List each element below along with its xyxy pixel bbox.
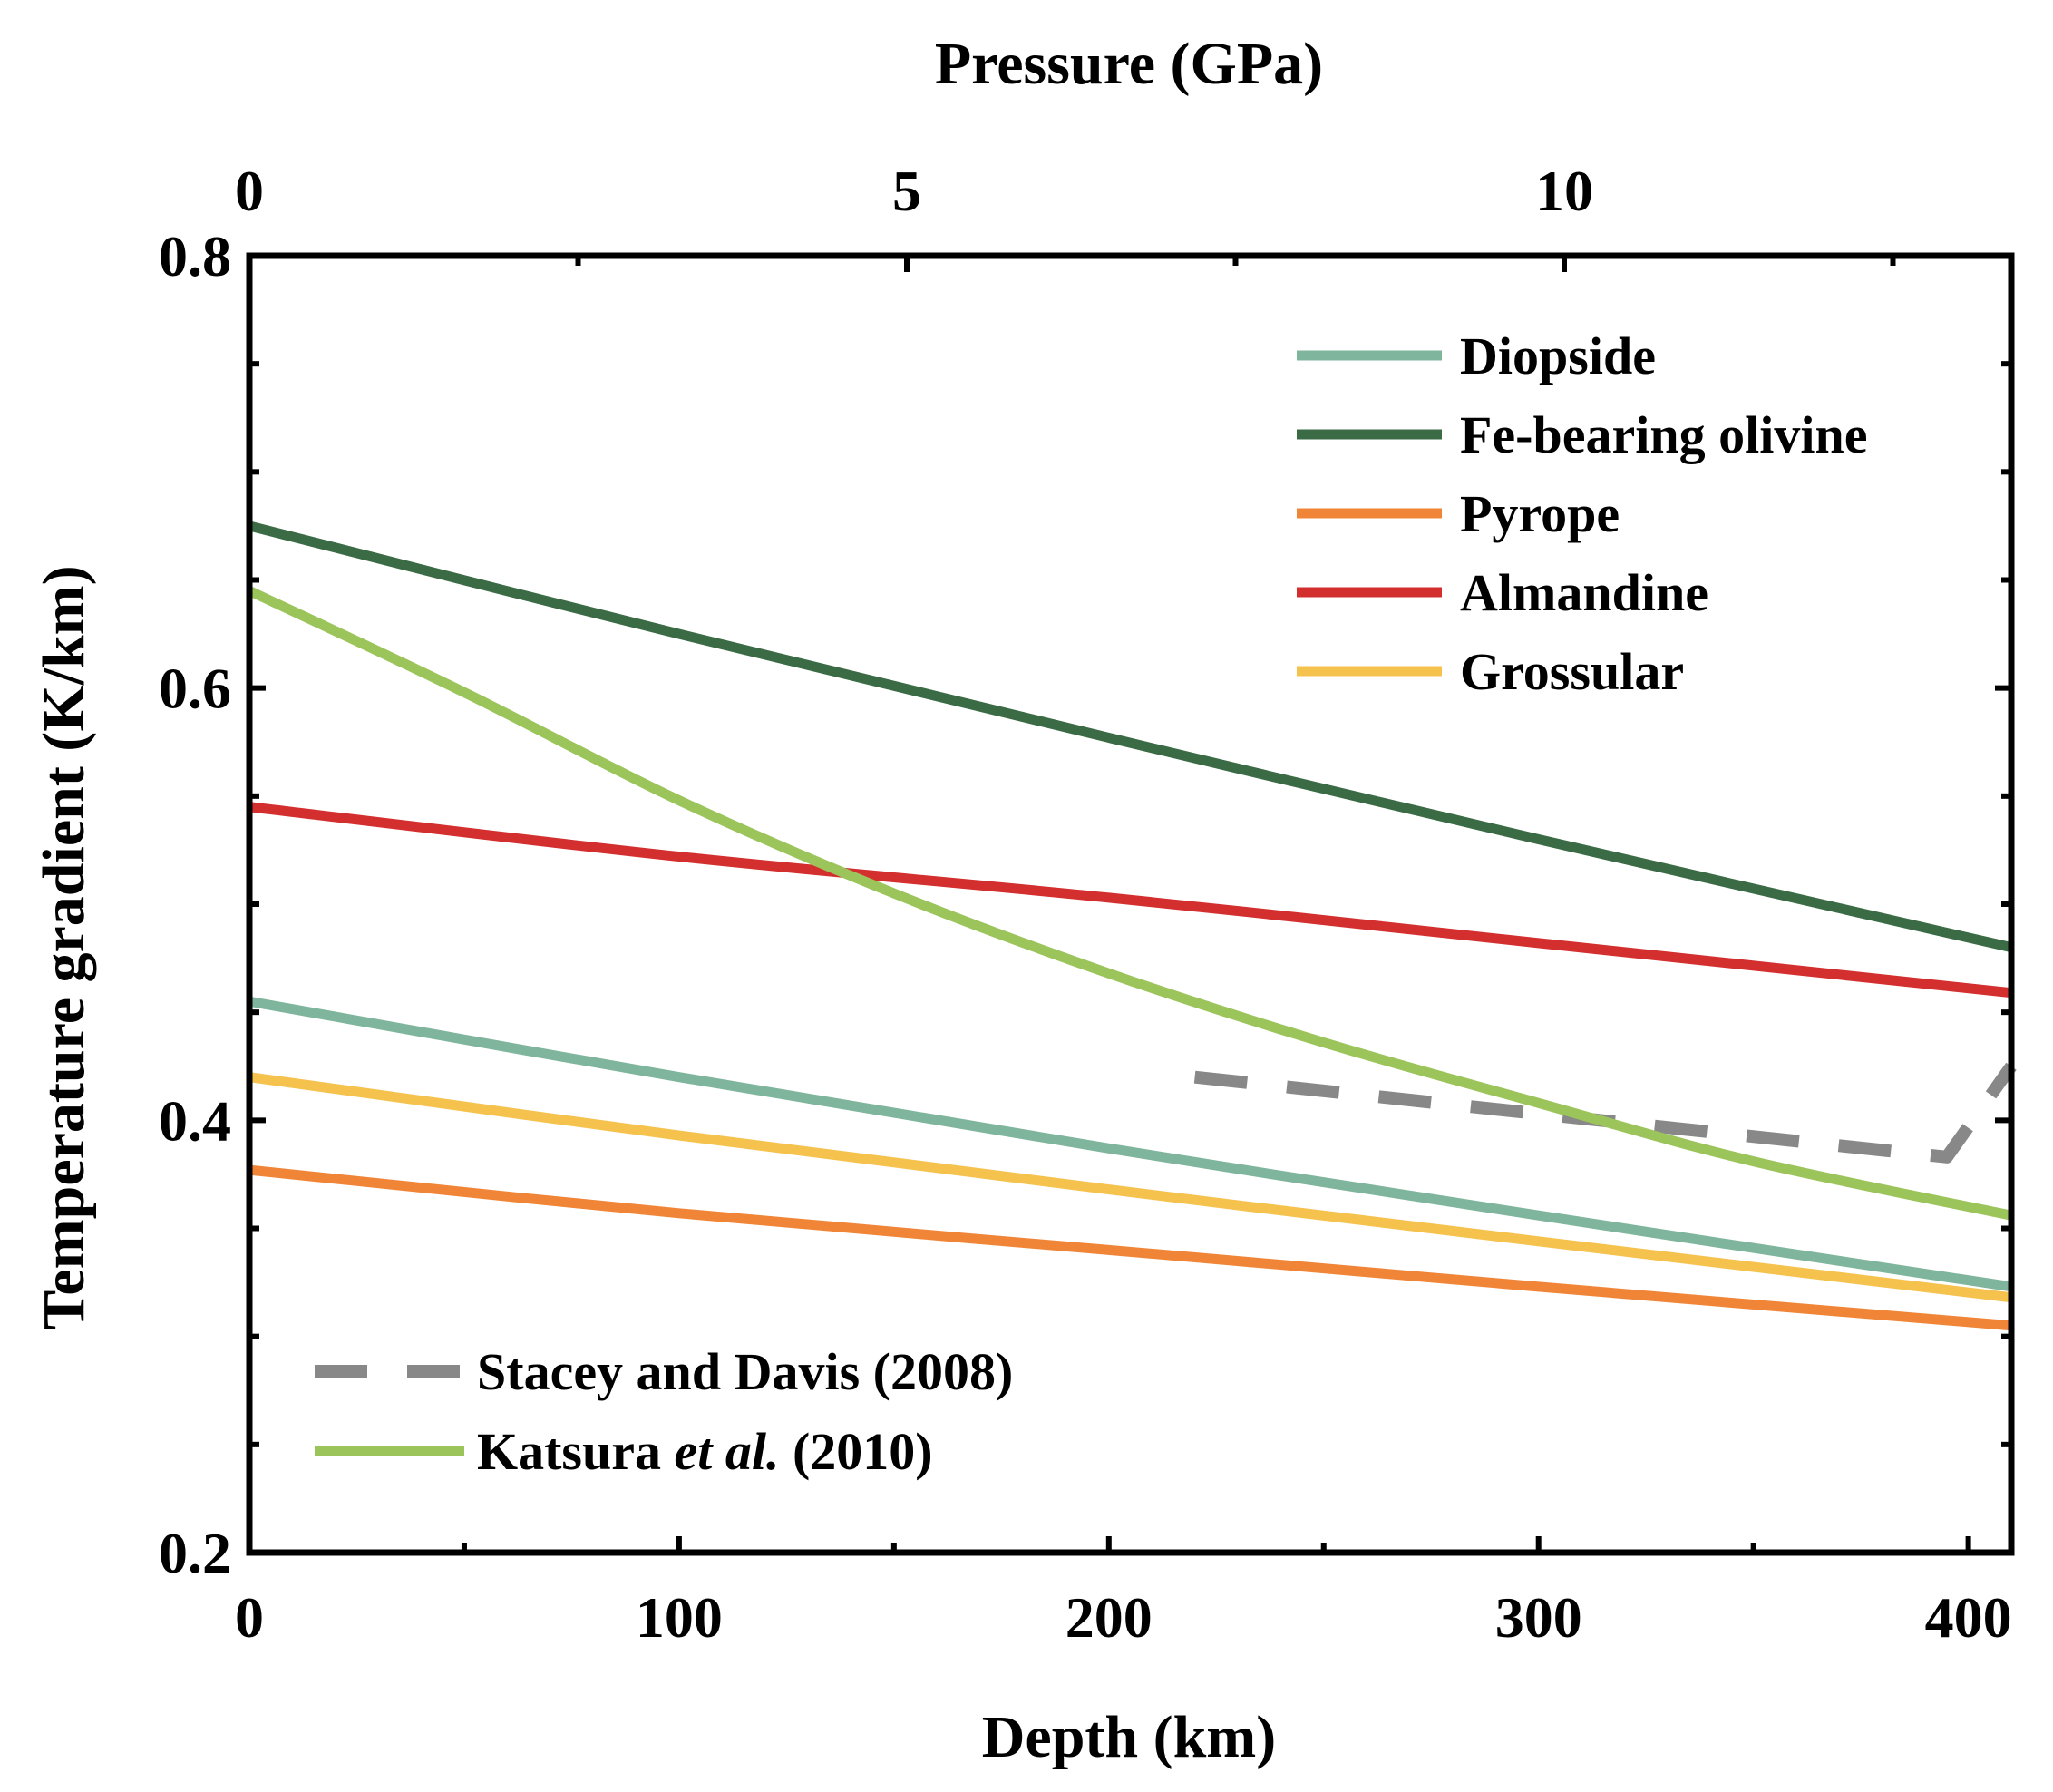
legend-label-fe-bearing-olivine: Fe-bearing olivine [1460, 405, 1867, 464]
series-line-stacey-and-davis-2008 [1193, 1062, 2017, 1164]
series-line-almandine [248, 802, 2012, 998]
legend-label-grossular: Grossular [1460, 642, 1684, 701]
x-tick-label: 200 [1065, 1585, 1153, 1650]
x2-tick-label: 5 [892, 159, 921, 223]
temperature-gradient-axis-title: Temperature gradient (K/km) [31, 565, 97, 1329]
series-line-diopside [248, 996, 2012, 1292]
depth-axis-title: Depth (km) [982, 1704, 1277, 1770]
legend-label-diopside: Diopside [1460, 326, 1656, 385]
x2-tick-label: 10 [1535, 159, 1593, 223]
legend-label-katsura-et-al-2010: Katsura et al. (2010) [477, 1422, 933, 1481]
x-tick-label: 400 [1925, 1585, 2012, 1650]
series-line-grossular [248, 1072, 2012, 1303]
plot-frame [246, 252, 2015, 1556]
x2-tick-label: 0 [235, 159, 264, 223]
series-line-katsura-et-al-2010 [247, 586, 2013, 1221]
series-line-pyrope [248, 1164, 2012, 1331]
ticks-layer: 0 100 200 300 400 0 5 10 0.2 0.4 0.6 0.8 [159, 159, 2012, 1650]
pressure-axis-title: Pressure (GPa) [935, 31, 1323, 97]
x-tick-label: 0 [235, 1585, 264, 1650]
x-tick-label: 100 [636, 1585, 723, 1650]
legend-label-almandine: Almandine [1460, 563, 1708, 622]
x-tick-label: 300 [1495, 1585, 1582, 1650]
series-line-fe-bearing-olivine [248, 521, 2013, 953]
y-tick-label: 0.4 [159, 1088, 231, 1153]
legend-layer: Diopside Fe-bearing olivine Pyrope Almandin… [315, 326, 1867, 1481]
legend-label-stacey-and-davis-2008: Stacey and Davis (2008) [477, 1342, 1013, 1401]
legend-label-pyrope: Pyrope [1460, 484, 1620, 543]
y-tick-label: 0.6 [159, 657, 231, 721]
series-layer [247, 521, 2017, 1331]
y-tick-label: 0.2 [159, 1521, 231, 1585]
y-tick-label: 0.8 [159, 224, 231, 288]
